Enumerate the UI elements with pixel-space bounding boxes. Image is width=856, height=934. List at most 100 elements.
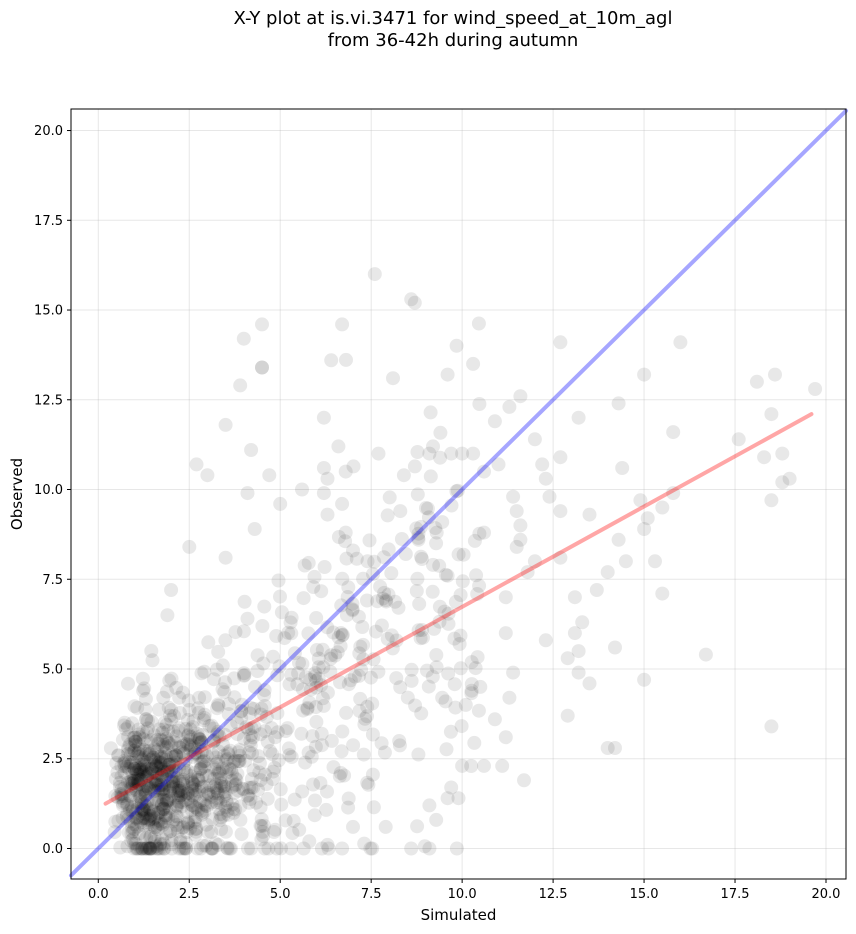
scatter-point <box>161 736 175 751</box>
scatter-point <box>452 637 467 651</box>
scatter-point <box>149 758 164 773</box>
scatter-point <box>451 791 466 806</box>
scatter-point <box>128 773 142 788</box>
scatter-point <box>147 810 162 825</box>
scatter-point <box>352 646 367 661</box>
scatter-point <box>255 317 269 332</box>
scatter-point <box>212 802 226 817</box>
scatter-point <box>351 609 366 624</box>
scatter-point <box>333 766 348 780</box>
scatter-point <box>294 726 309 741</box>
scatter-point <box>449 484 464 499</box>
scatter-point <box>151 805 166 820</box>
scatter-point <box>527 554 542 569</box>
scatter-point <box>138 841 153 856</box>
scatter-point <box>120 747 135 762</box>
scatter-point <box>211 764 226 779</box>
scatter-point <box>143 841 157 856</box>
scatter-point <box>157 764 172 779</box>
scatter-point <box>228 802 243 817</box>
scatter-point <box>227 671 242 686</box>
scatter-point <box>127 817 142 832</box>
scatter-point <box>125 776 140 791</box>
scatter-point <box>173 832 188 847</box>
scatter-point <box>538 471 553 486</box>
scatter-point <box>197 793 212 808</box>
scatter-point <box>253 818 268 833</box>
scatter-point <box>141 766 156 781</box>
x-axis-label: Simulated <box>421 906 497 924</box>
scatter-point <box>236 731 251 746</box>
scatter-point <box>453 661 468 676</box>
scatter-point <box>345 596 360 611</box>
scatter-point <box>438 694 453 709</box>
scatter-point <box>553 335 568 350</box>
scatter-point <box>146 751 161 765</box>
scatter-point <box>571 410 586 425</box>
scatter-point <box>140 811 155 826</box>
x-tick-label: 17.5 <box>721 887 750 902</box>
scatter-point <box>455 574 470 589</box>
scatter-point <box>117 781 132 796</box>
scatter-point <box>131 722 146 737</box>
scatter-point <box>633 493 648 508</box>
scatter-point <box>378 819 393 834</box>
scatter-point <box>142 803 157 818</box>
scatter-point <box>396 468 411 483</box>
scatter-point <box>608 640 622 655</box>
scatter-point <box>156 841 171 856</box>
scatter-point <box>236 782 251 797</box>
scatter-point <box>169 729 184 744</box>
scatter-point <box>360 775 375 790</box>
scatter-point <box>314 584 329 599</box>
scatter-point <box>527 432 542 447</box>
scatter-point <box>319 802 334 817</box>
scatter-point <box>194 745 209 760</box>
scatter-point <box>211 837 226 852</box>
scatter-point <box>152 749 167 764</box>
scatter-point <box>171 794 186 809</box>
scatter-point <box>352 703 367 718</box>
scatter-point <box>160 608 175 623</box>
scatter-point <box>244 780 259 795</box>
scatter-point <box>200 825 215 839</box>
scatter-point <box>210 786 225 801</box>
scatter-point <box>311 660 326 675</box>
scatter-point <box>184 781 199 796</box>
scatter-point <box>172 795 186 810</box>
scatter-point <box>192 690 207 705</box>
scatter-point <box>213 779 228 794</box>
scatter-point <box>259 777 274 791</box>
scatter-point <box>153 749 168 764</box>
scatter-point <box>571 665 586 680</box>
scatter-point <box>149 759 164 774</box>
scatter-point <box>335 841 350 856</box>
scatter-point <box>190 841 205 856</box>
scatter-point <box>353 691 368 706</box>
scatter-point <box>333 626 348 640</box>
scatter-point <box>380 631 395 646</box>
scatter-point <box>112 779 127 794</box>
scatter-point <box>155 782 170 796</box>
scatter-point <box>472 397 487 411</box>
scatter-point <box>134 803 149 818</box>
x-tick-label: 12.5 <box>539 887 568 902</box>
scatter-point <box>230 766 245 781</box>
scatter-point <box>136 762 151 777</box>
scatter-point <box>245 746 260 761</box>
scatter-point <box>189 824 204 839</box>
scatter-point <box>148 820 163 835</box>
scatter-point <box>120 807 134 822</box>
scatter-point <box>187 814 201 829</box>
scatter-point <box>343 673 358 688</box>
scatter-point <box>421 510 436 525</box>
scatter-point <box>367 554 382 569</box>
scatter-point <box>138 764 152 779</box>
scatter-point <box>218 800 233 815</box>
scatter-point <box>381 542 396 557</box>
chart-title-line2: from 36-42h during autumn <box>327 30 579 51</box>
scatter-point <box>393 680 408 695</box>
scatter-point <box>154 783 169 797</box>
scatter-point <box>117 794 131 809</box>
scatter-point <box>132 749 147 764</box>
